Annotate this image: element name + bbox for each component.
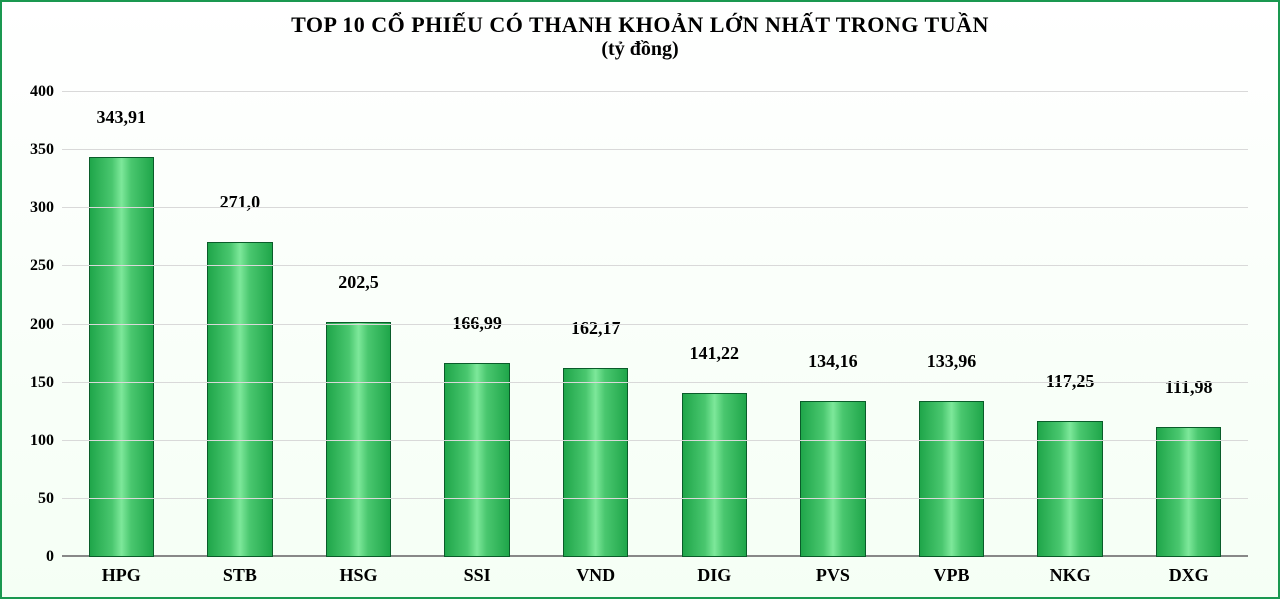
value-label: 133,96 bbox=[927, 351, 977, 376]
bar-DXG bbox=[1156, 427, 1221, 557]
value-label: 111,98 bbox=[1165, 377, 1213, 402]
bar-STB bbox=[207, 242, 272, 557]
y-tick-label: 350 bbox=[30, 141, 62, 159]
x-tick-label: NKG bbox=[1050, 557, 1091, 586]
bars-group: 343,91 271,0 202,5 166,99 162,17 141,22 134,16… bbox=[62, 92, 1248, 557]
gridline bbox=[62, 91, 1248, 92]
chart-container: TOP 10 CỔ PHIẾU CÓ THANH KHOẢN LỚN NHẤT … bbox=[0, 0, 1280, 599]
gridline bbox=[62, 265, 1248, 266]
value-label: 202,5 bbox=[338, 272, 379, 297]
y-tick-label: 0 bbox=[46, 548, 62, 566]
y-tick-label: 50 bbox=[38, 490, 62, 508]
y-tick-label: 100 bbox=[30, 432, 62, 450]
value-label: 271,0 bbox=[220, 192, 261, 217]
x-tick-label: HPG bbox=[102, 557, 141, 586]
gridline bbox=[62, 440, 1248, 441]
y-tick-label: 150 bbox=[30, 374, 62, 392]
x-tick-label: HSG bbox=[339, 557, 377, 586]
x-tick-label: DIG bbox=[697, 557, 731, 586]
gridline bbox=[62, 498, 1248, 499]
gridline bbox=[62, 382, 1248, 383]
x-tick-label: VND bbox=[576, 557, 615, 586]
x-tick-label: STB bbox=[223, 557, 257, 586]
y-tick-label: 300 bbox=[30, 199, 62, 217]
title-line-1: TOP 10 CỔ PHIẾU CÓ THANH KHOẢN LỚN NHẤT … bbox=[2, 12, 1278, 38]
value-label: 117,25 bbox=[1046, 371, 1095, 396]
x-tick-label: DXG bbox=[1169, 557, 1209, 586]
value-label: 343,91 bbox=[97, 107, 147, 132]
gridline bbox=[62, 207, 1248, 208]
x-tick-label: PVS bbox=[816, 557, 850, 586]
y-tick-label: 250 bbox=[30, 257, 62, 275]
title-line-2: (tỷ đồng) bbox=[2, 38, 1278, 61]
gridline bbox=[62, 324, 1248, 325]
value-label: 141,22 bbox=[690, 343, 740, 368]
bar-DIG bbox=[682, 393, 747, 557]
value-label: 162,17 bbox=[571, 318, 621, 343]
bar-SSI bbox=[444, 363, 509, 557]
x-tick-label: VPB bbox=[934, 557, 970, 586]
x-tick-label: SSI bbox=[464, 557, 491, 586]
y-tick-label: 400 bbox=[30, 83, 62, 101]
y-tick-label: 200 bbox=[30, 316, 62, 334]
value-label: 134,16 bbox=[808, 351, 858, 376]
bar-VPB bbox=[919, 401, 984, 557]
gridline bbox=[62, 149, 1248, 150]
chart-title: TOP 10 CỔ PHIẾU CÓ THANH KHOẢN LỚN NHẤT … bbox=[2, 2, 1278, 61]
bar-PVS bbox=[800, 401, 865, 557]
value-label: 166,99 bbox=[452, 313, 502, 338]
plot-area: 343,91 271,0 202,5 166,99 162,17 141,22 134,16… bbox=[62, 92, 1248, 557]
bar-NKG bbox=[1037, 421, 1102, 557]
bar-VND bbox=[563, 368, 628, 557]
